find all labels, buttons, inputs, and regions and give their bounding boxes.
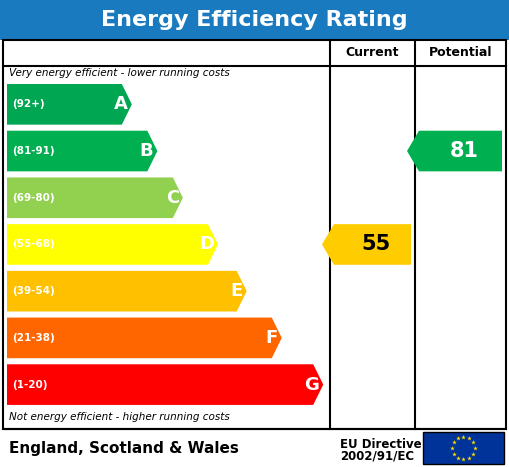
Text: G: G [304, 375, 319, 394]
Text: Very energy efficient - lower running costs: Very energy efficient - lower running co… [9, 68, 230, 78]
Bar [0, 0, 509, 40]
Polygon shape [322, 224, 411, 265]
Text: (21-38): (21-38) [12, 333, 55, 343]
Text: (92+): (92+) [12, 99, 45, 109]
Text: (81-91): (81-91) [12, 146, 54, 156]
Text: A: A [114, 95, 128, 113]
Text: 2002/91/EC: 2002/91/EC [340, 450, 414, 462]
Text: EU Directive: EU Directive [340, 438, 421, 451]
Polygon shape [7, 131, 157, 171]
Text: E: E [231, 282, 243, 300]
Text: Energy Efficiency Rating: Energy Efficiency Rating [101, 10, 408, 30]
Bar [3, 40, 506, 429]
Polygon shape [7, 177, 183, 218]
Text: Potential: Potential [429, 47, 492, 59]
Polygon shape [7, 364, 323, 405]
Text: D: D [199, 235, 214, 254]
Text: F: F [266, 329, 278, 347]
Polygon shape [407, 131, 502, 171]
Text: 81: 81 [450, 141, 479, 161]
Text: Not energy efficient - higher running costs: Not energy efficient - higher running co… [9, 412, 230, 422]
Text: C: C [165, 189, 179, 207]
Text: (55-68): (55-68) [12, 240, 55, 249]
Text: (1-20): (1-20) [12, 380, 47, 389]
Text: (69-80): (69-80) [12, 193, 54, 203]
Text: (39-54): (39-54) [12, 286, 55, 296]
Text: B: B [140, 142, 153, 160]
Polygon shape [7, 84, 132, 125]
Bar [423, 432, 504, 464]
Polygon shape [7, 271, 247, 311]
Text: England, Scotland & Wales: England, Scotland & Wales [9, 440, 239, 455]
Text: Current: Current [346, 47, 399, 59]
Polygon shape [7, 224, 218, 265]
Text: 55: 55 [362, 234, 391, 255]
Polygon shape [7, 318, 282, 358]
